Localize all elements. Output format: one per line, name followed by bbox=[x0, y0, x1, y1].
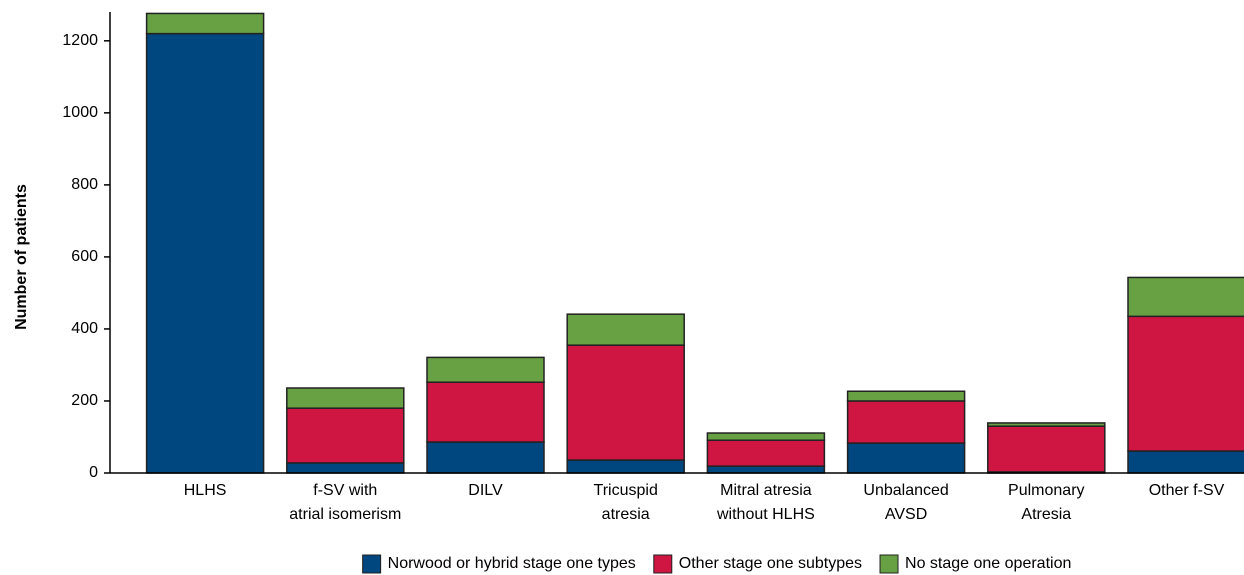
bar-segment bbox=[566, 344, 685, 461]
y-tick-label: 600 bbox=[71, 248, 98, 265]
bar-segment bbox=[706, 432, 826, 441]
y-tick-label: 0 bbox=[89, 464, 98, 481]
y-tick-label: 200 bbox=[71, 392, 98, 409]
bar-segment bbox=[566, 459, 685, 474]
y-tick-label: 400 bbox=[71, 320, 98, 337]
y-axis-label: Number of patients bbox=[13, 184, 30, 330]
y-tick-label: 800 bbox=[71, 176, 98, 193]
bar-segment bbox=[286, 407, 405, 464]
legend-label: No stage one operation bbox=[905, 555, 1071, 572]
legend-label: Other stage one subtypes bbox=[679, 555, 862, 572]
x-tick-label: HLHS bbox=[184, 482, 227, 499]
legend-swatch bbox=[362, 554, 382, 574]
x-tick-label: Unbalanced AVSD bbox=[863, 482, 948, 523]
legend-swatch bbox=[879, 554, 899, 574]
x-tick-label: Tricuspid atresia bbox=[594, 482, 658, 523]
bar-segment bbox=[426, 381, 545, 443]
bar-segment bbox=[145, 32, 265, 474]
bar-segment bbox=[706, 465, 826, 474]
x-tick-label: Other f-SV bbox=[1149, 482, 1225, 499]
x-tick-label: f-SV with atrial isomerism bbox=[289, 482, 401, 523]
bar-segment bbox=[987, 422, 1106, 427]
y-tick-label: 1200 bbox=[62, 32, 98, 49]
bar-segment bbox=[1127, 315, 1244, 452]
bar-segment bbox=[846, 390, 966, 402]
bar-segment bbox=[846, 400, 966, 444]
bar-segment bbox=[706, 439, 826, 467]
x-tick-label: Pulmonary Atresia bbox=[1008, 482, 1084, 523]
bar-segment bbox=[987, 425, 1106, 473]
bar-segment bbox=[426, 441, 545, 474]
bar-segment bbox=[286, 387, 405, 409]
y-tick-label: 1000 bbox=[62, 104, 98, 121]
bar-segment bbox=[426, 356, 545, 383]
bar-segment bbox=[145, 12, 265, 35]
bar-segment bbox=[566, 313, 685, 346]
bar-segment bbox=[1127, 276, 1244, 318]
legend-swatch bbox=[653, 554, 673, 574]
legend-label: Norwood or hybrid stage one types bbox=[388, 555, 636, 572]
x-tick-label: Mitral atresia without HLHS bbox=[716, 482, 815, 523]
bar-segment bbox=[846, 442, 966, 474]
legend: Norwood or hybrid stage one types Other s… bbox=[362, 554, 1071, 574]
bar-segment bbox=[286, 462, 405, 474]
bar-segment bbox=[1127, 450, 1244, 474]
x-tick-label: DILV bbox=[468, 482, 503, 499]
